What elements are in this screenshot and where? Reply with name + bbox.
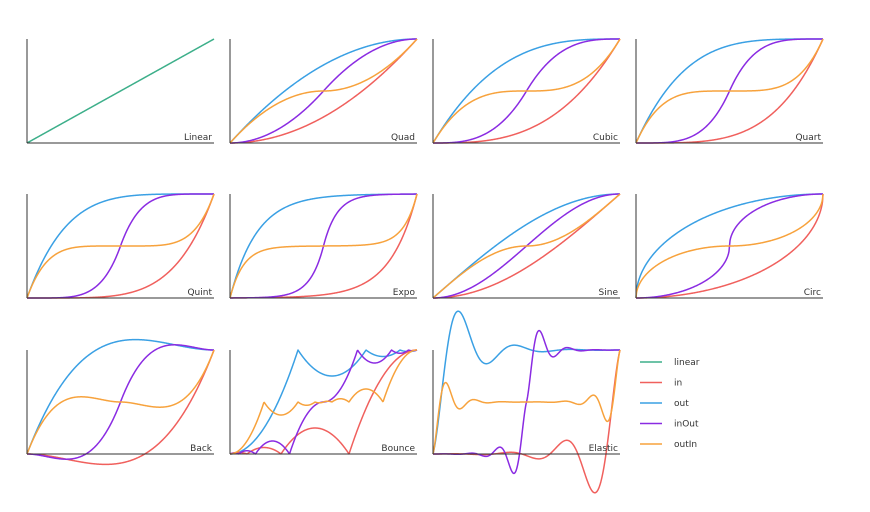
quad-out-line [229,38,418,144]
chart-sine: Sine [432,193,621,299]
legend-label-linear: linear [674,358,700,368]
chart-expo: Expo [229,193,418,299]
chart-elastic: Elastic [432,310,621,494]
legend-label-in: in [674,379,682,389]
cubic-title: Cubic [593,133,618,143]
linear-title: Linear [184,133,212,143]
quad-title: Quad [391,133,415,143]
sine-outin-line [432,193,621,299]
chart-back: Back [26,338,215,466]
circ-title: Circ [804,288,821,298]
chart-circ: Circ [635,193,824,299]
circ-in-line [635,193,824,299]
elastic-out-line [432,310,621,455]
chart-quart: Quart [635,38,824,144]
chart-linear: Linear [26,38,215,144]
circ-outin-line [635,193,824,299]
quad-outin-line [229,38,418,144]
chart-bounce: Bounce [229,349,418,455]
back-outin-line [26,349,215,455]
quart-outin-line [635,38,824,144]
expo-outin-line [229,193,418,299]
back-in-line [26,349,215,466]
legend-label-out: out [674,399,689,409]
expo-title: Expo [393,288,416,298]
back-out-line [26,338,215,455]
quart-title: Quart [795,133,821,143]
chart-quad: Quad [229,38,418,144]
circ-out-line [635,193,824,299]
chart-quint: Quint [26,193,215,299]
cubic-out-line [432,38,621,144]
legend-label-inout: inOut [674,420,699,430]
elastic-outin-line [432,349,621,455]
quint-title: Quint [187,288,212,298]
elastic-title: Elastic [589,444,618,454]
bounce-title: Bounce [381,444,415,454]
bounce-outin-line [229,349,418,455]
cubic-outin-line [432,38,621,144]
legend: linear in out inOut outIn [640,358,700,450]
back-title: Back [190,444,213,454]
legend-label-outin: outIn [674,440,697,450]
quint-outin-line [26,193,215,299]
elastic-in-line [432,349,621,494]
chart-cubic: Cubic [432,38,621,144]
sine-title: Sine [599,288,619,298]
quad-in-line [229,38,418,144]
linear-linear-line [26,38,215,144]
